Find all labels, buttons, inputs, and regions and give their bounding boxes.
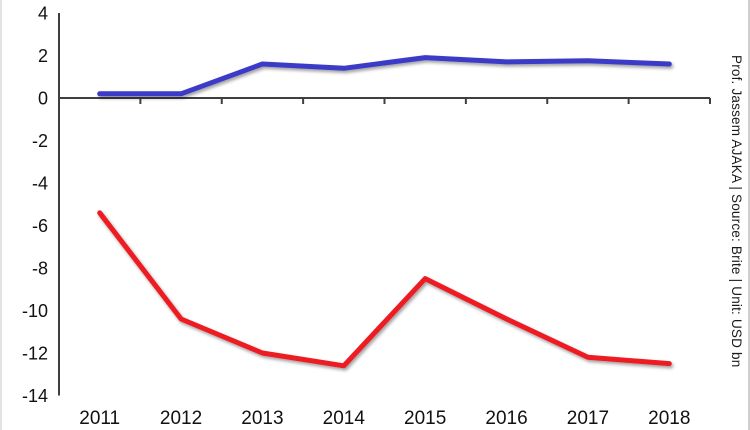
y-axis-tick-label: -2	[32, 131, 48, 151]
axis-labels-layer: 4 2 0 -2 -4 -6 -8 -10 -12 -14 2011 2012 2013 2014 2015…	[22, 4, 690, 430]
x-axis-tick-label: 2015	[404, 408, 446, 429]
y-axis-tick-label: -6	[32, 216, 48, 236]
y-axis-tick-label: 2	[38, 46, 48, 66]
y-axis-tick-label: -14	[22, 386, 48, 406]
y-axis-tick-label: 4	[38, 4, 48, 24]
x-axis-tick-label: 2016	[485, 408, 527, 429]
y-axis-tick-label: -10	[22, 301, 48, 321]
y-axis-tick-label: -8	[32, 259, 48, 279]
x-axis-tick-label: 2011	[79, 408, 120, 429]
y-axis-tick-label: 0	[38, 89, 48, 109]
x-axis-tick-label: 2018	[648, 408, 690, 429]
y-axis-tick-label: -4	[32, 174, 48, 194]
series-layer	[97, 55, 672, 369]
y-axis-tick-label: -12	[22, 344, 48, 364]
x-axis-tick-label: 2014	[323, 408, 366, 429]
watermark-text: Prof. Jassem AJAKA | Source: Brite | Uni…	[729, 55, 744, 368]
axes-layer	[58, 13, 711, 396]
x-axis-tick-label: 2017	[567, 408, 609, 429]
series-line-blue	[97, 55, 672, 97]
x-axis-tick-label: 2013	[241, 408, 283, 429]
series-line-red	[97, 210, 672, 369]
x-axis-tick-label: 2012	[160, 408, 202, 429]
